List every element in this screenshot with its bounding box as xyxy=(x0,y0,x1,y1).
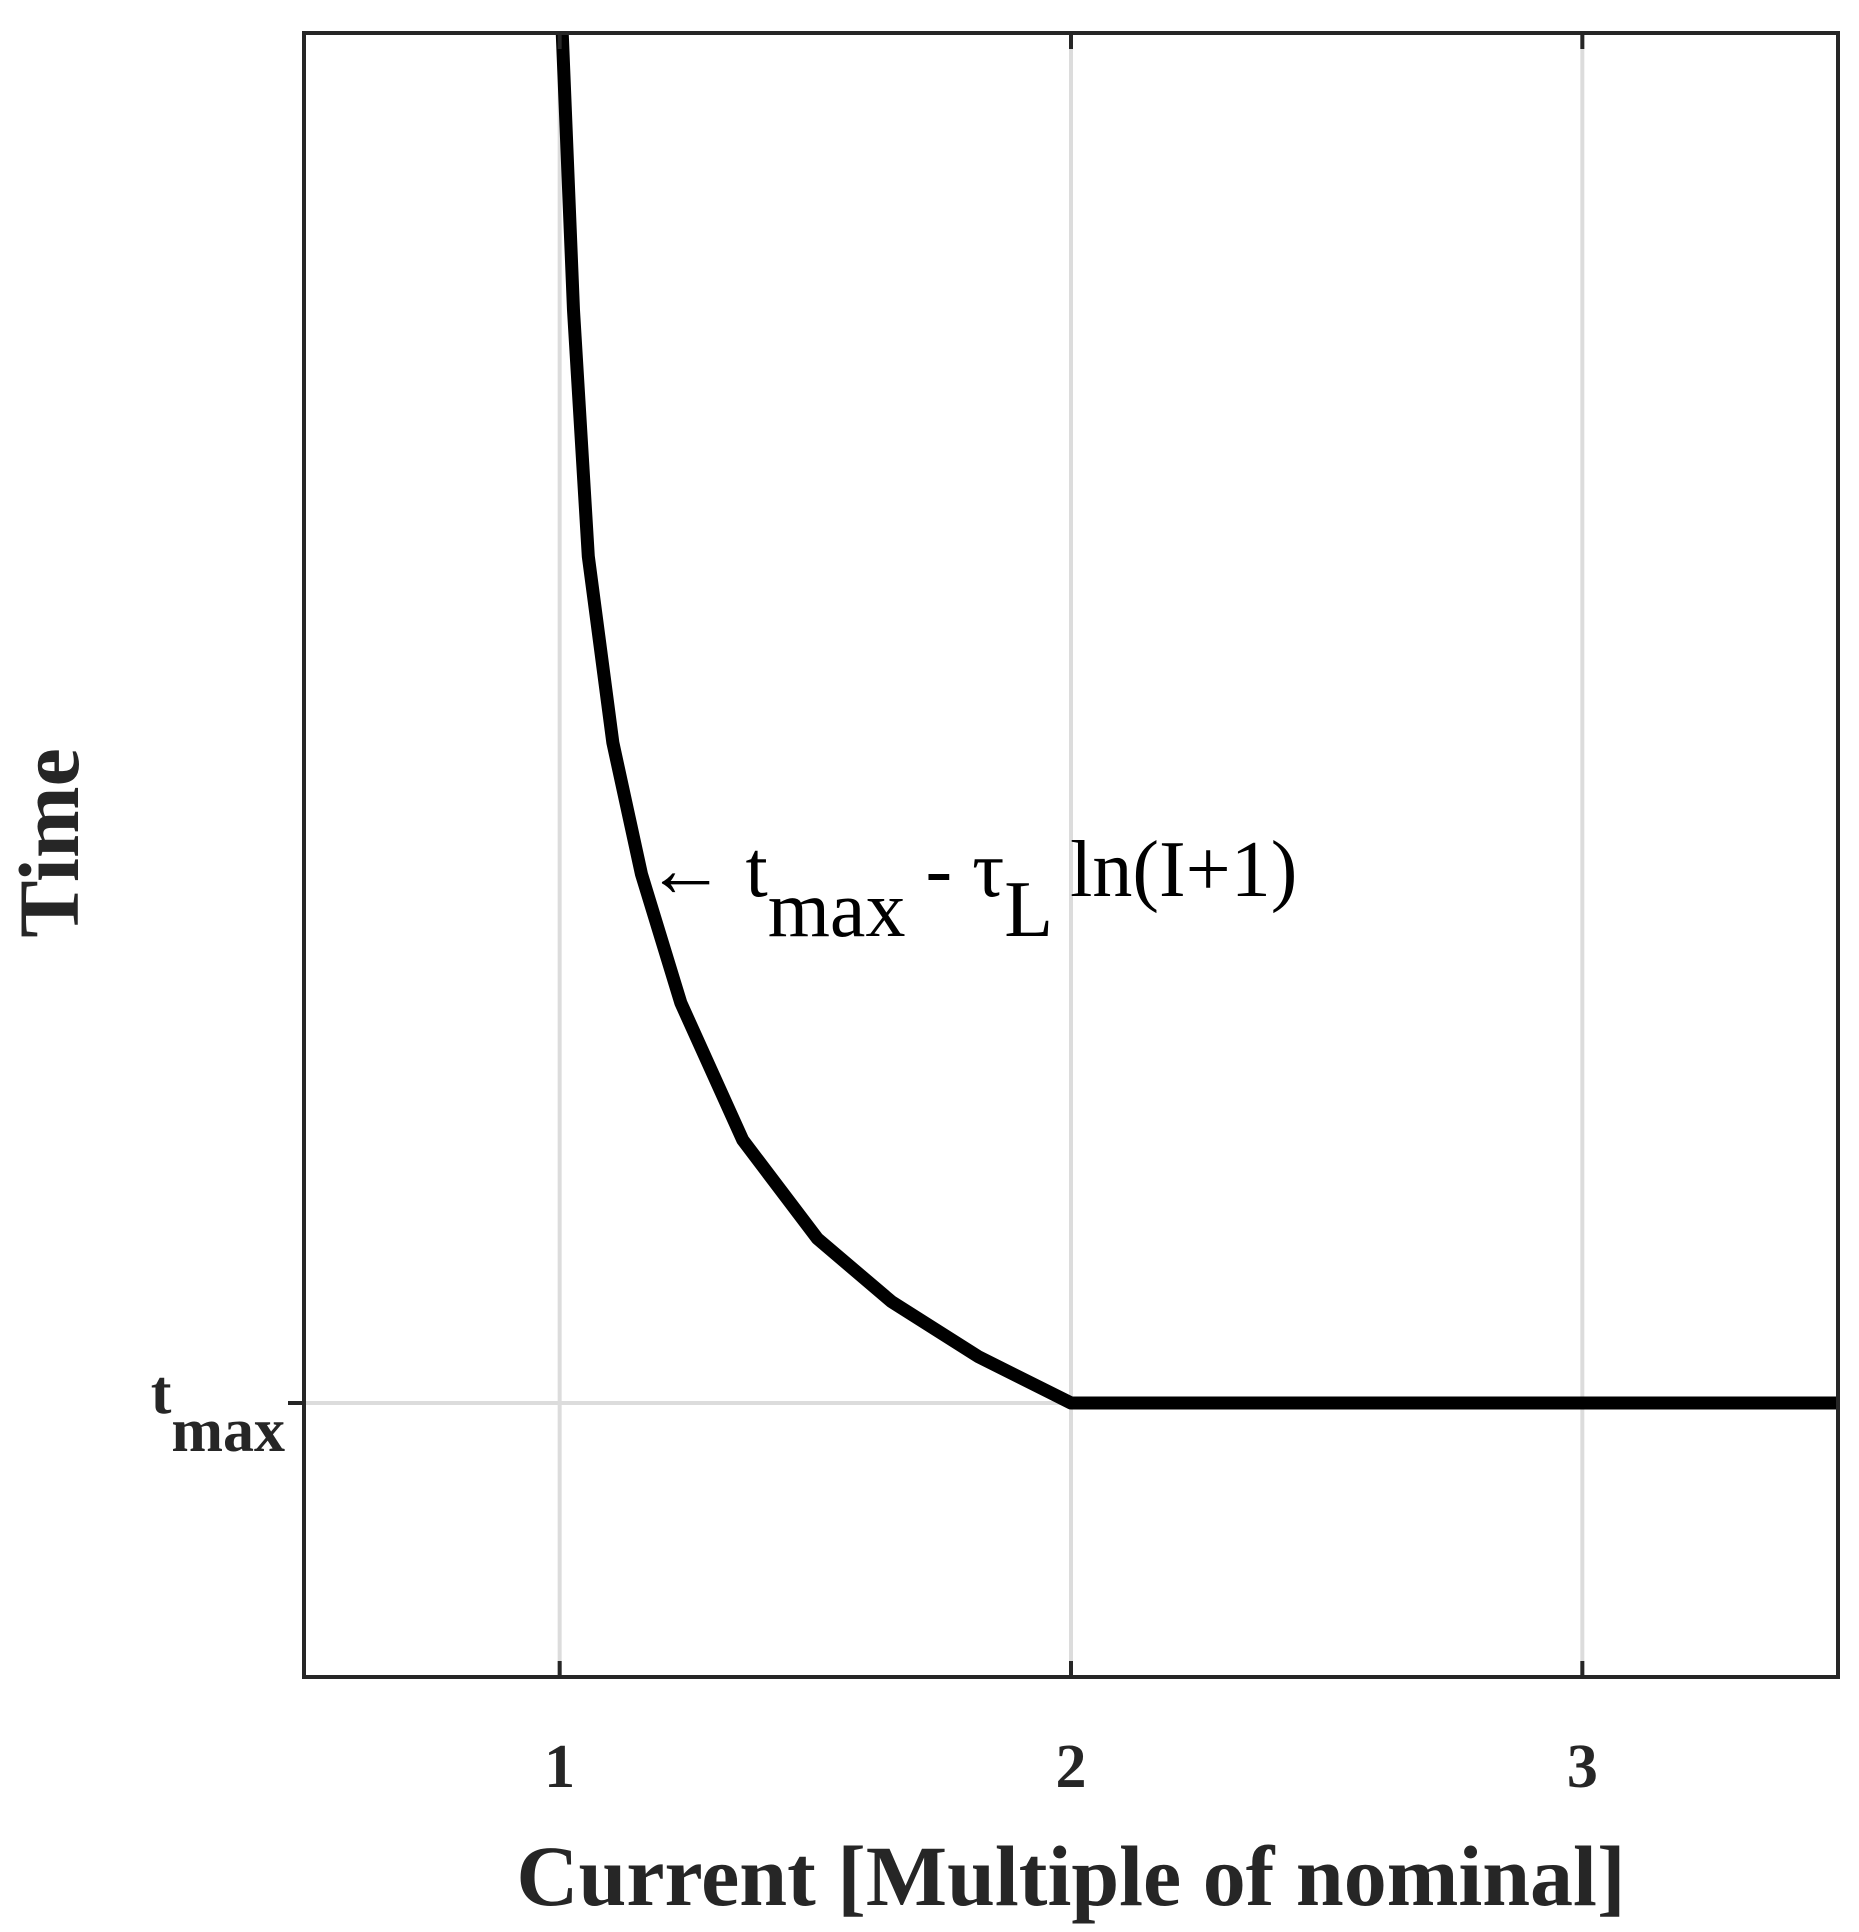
y-axis-label: Time xyxy=(1,748,97,938)
y-tick-label: tmax xyxy=(151,1359,285,1465)
x-tick-label: 2 xyxy=(1056,1733,1087,1801)
annotation: ← tmax - τL ln(I+1) xyxy=(645,826,1297,954)
annotation-text: ln(I+1) xyxy=(1050,826,1297,914)
annotation-text: ← t xyxy=(645,826,767,914)
x-tick-label: 3 xyxy=(1567,1733,1598,1801)
annotation-text: - τ xyxy=(905,826,1004,914)
line xyxy=(555,33,1838,1410)
x-axis-label: Current [Multiple of nominal] xyxy=(516,1828,1625,1924)
y-tick-label-main: t xyxy=(151,1359,172,1427)
y-tick-label-subscript: max xyxy=(171,1397,285,1465)
plot-area xyxy=(555,33,1838,1410)
annotation-subscript: max xyxy=(768,866,906,954)
annotation-subscript: L xyxy=(1004,866,1050,954)
x-tick-label: 1 xyxy=(544,1733,575,1801)
